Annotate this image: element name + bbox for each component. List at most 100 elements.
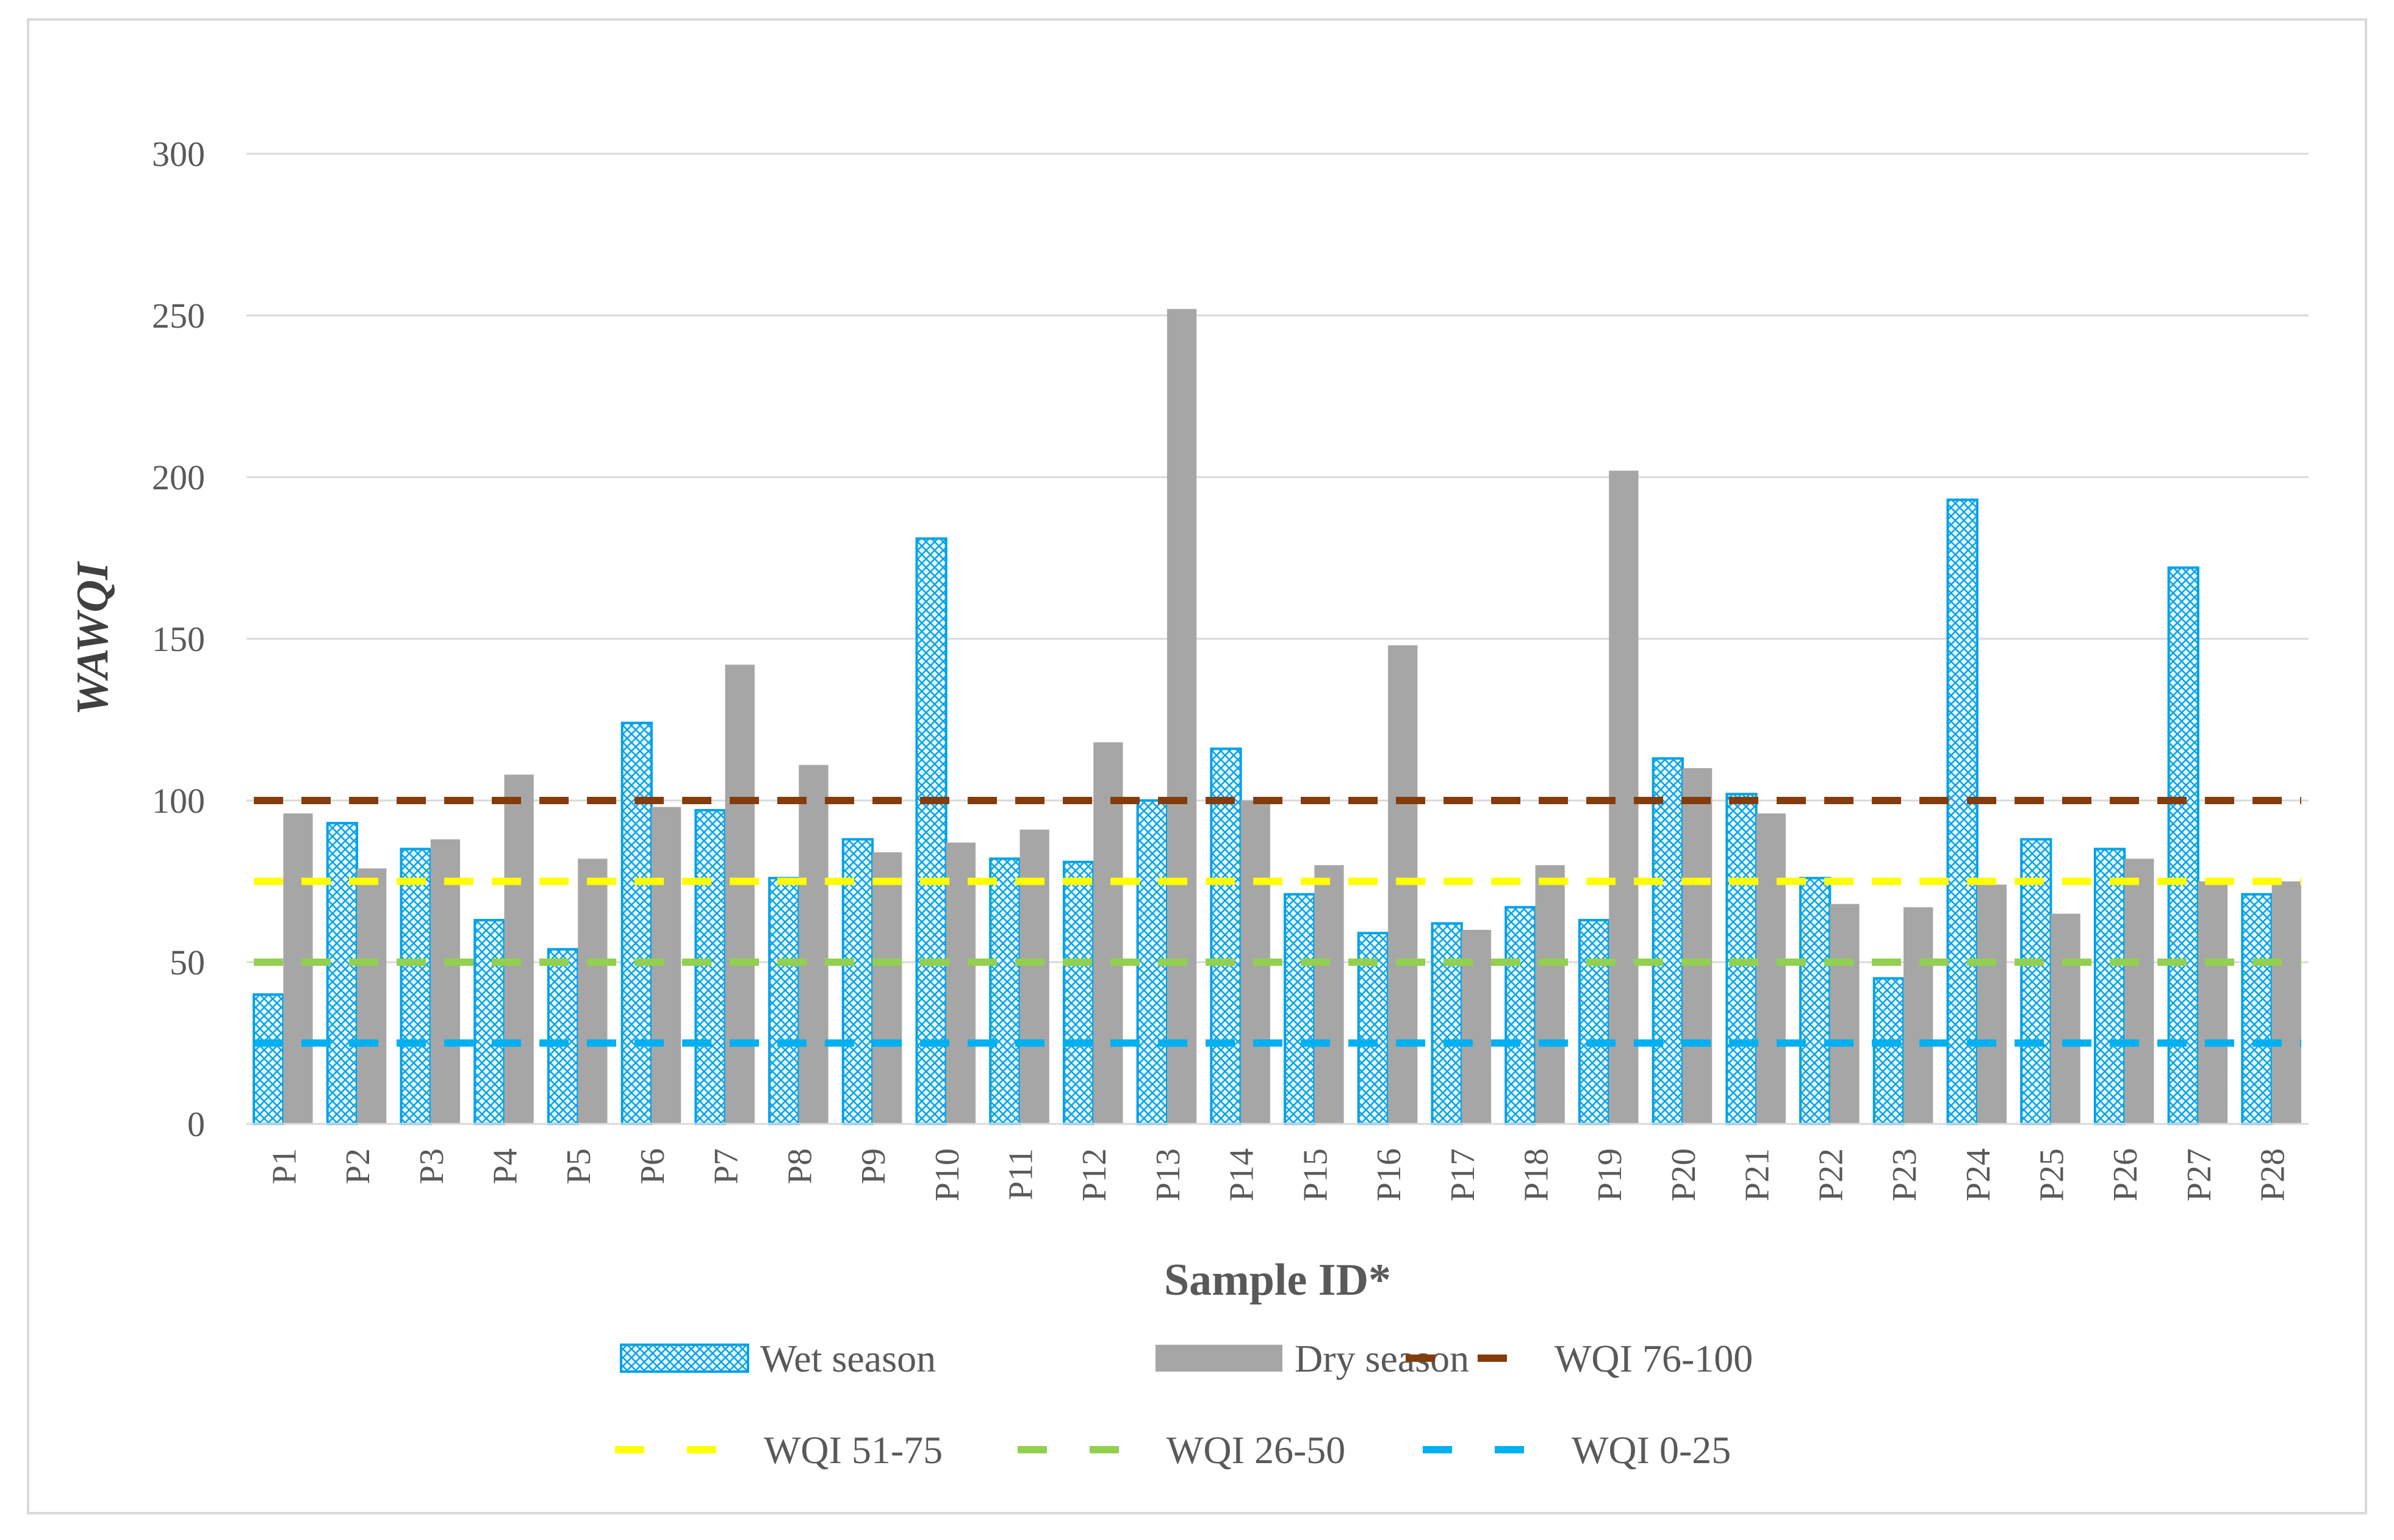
bar-dry-season [430, 839, 461, 1124]
y-tick-label: 200 [152, 458, 205, 497]
x-tick-label: P10 [929, 1148, 966, 1201]
x-tick-label: P24 [1960, 1148, 1997, 1201]
chart: 0 50 100 150 200 250 300 P1 P2 P3 P4 P5 P6 P7 P8 P9 P10… [68, 134, 2309, 1472]
bar-wet-season [1799, 877, 1831, 1125]
bar-dry-season [1314, 865, 1344, 1124]
x-tick-label: P25 [2033, 1148, 2071, 1201]
gridlines [246, 153, 2309, 963]
bar-wet-season [620, 721, 653, 1126]
bar-dry-season [1535, 865, 1565, 1124]
bar-wet-season [1062, 860, 1095, 1125]
bar-wet-season [2241, 893, 2273, 1125]
x-tick-label: P13 [1149, 1148, 1187, 1201]
bar-wet-season [1946, 498, 1979, 1125]
bar-dry-season [2124, 858, 2154, 1124]
bar-dry-season [1903, 907, 1933, 1124]
bar-wet-season [768, 877, 800, 1125]
legend-label: WQI 0-25 [1572, 1428, 1731, 1472]
bar-dry-season [2271, 881, 2301, 1124]
bars [253, 309, 2301, 1126]
x-tick-label: P2 [339, 1148, 377, 1184]
x-tick-label: P14 [1223, 1148, 1261, 1201]
bar-wet-season [841, 838, 874, 1125]
bar-wet-season [1210, 747, 1242, 1125]
bar-dry-season [799, 765, 829, 1124]
x-tick-label: P8 [781, 1148, 819, 1184]
bar-wet-season [473, 919, 506, 1125]
y-tick-label: 250 [152, 296, 205, 336]
bar-wet-season [326, 822, 359, 1125]
reference-lines [254, 797, 2301, 1047]
y-tick-label: 150 [152, 619, 205, 659]
bar-wet-season [2020, 838, 2052, 1125]
x-tick-label: P4 [487, 1148, 525, 1184]
bar-wet-season [989, 857, 1021, 1126]
bar-wet-season [1652, 757, 1684, 1125]
bar-wet-season [1504, 905, 1537, 1126]
x-tick-label: P11 [1002, 1148, 1040, 1200]
legend-label: Dry season [1295, 1337, 1469, 1380]
y-tick-label: 100 [152, 781, 205, 821]
x-tick-label: P22 [1812, 1148, 1850, 1201]
x-axis-ticks: P1 P2 P3 P4 P5 P6 P7 P8 P9 P10 P11 P12 P13 P14 P15 P16 P… [265, 1148, 2292, 1201]
bar-dry-season [1830, 904, 1860, 1124]
bar-dry-season [1166, 309, 1197, 1124]
x-tick-label: P19 [1591, 1148, 1629, 1201]
bar-dry-season [2198, 881, 2228, 1124]
bar-dry-season [872, 852, 902, 1124]
bar-dry-season [283, 813, 313, 1124]
bar-dry-season [1019, 829, 1049, 1124]
y-tick-label: 0 [187, 1104, 205, 1144]
x-tick-label: P27 [2180, 1148, 2218, 1201]
legend-label: WQI 51-75 [764, 1428, 943, 1472]
x-tick-label: P20 [1665, 1148, 1703, 1201]
legend-swatch-dry-season [1156, 1345, 1282, 1372]
bar-wet-season [547, 948, 580, 1126]
bar-dry-season [1756, 813, 1786, 1124]
bar-wet-season [915, 537, 947, 1125]
bar-wet-season [1284, 893, 1316, 1125]
y-tick-label: 50 [170, 943, 205, 982]
y-axis-ticks: 0 50 100 150 200 250 300 [152, 134, 205, 1144]
bar-dry-season [2051, 913, 2080, 1124]
x-tick-label: P18 [1518, 1148, 1556, 1201]
x-axis-label: Sample ID* [1164, 1255, 1391, 1305]
bar-wet-season [1872, 977, 1905, 1125]
x-tick-label: P12 [1076, 1148, 1113, 1201]
chart-frame: 0 50 100 150 200 250 300 P1 P2 P3 P4 P5 P6 P7 P8 P9 P10… [27, 18, 2367, 1514]
bar-dry-season [725, 664, 755, 1124]
bar-wet-season [253, 993, 285, 1125]
bar-wet-season [1578, 919, 1611, 1125]
bar-dry-season [1977, 884, 2007, 1124]
bar-dry-season [1682, 768, 1713, 1124]
bar-wet-season [1431, 922, 1463, 1126]
bar-dry-season [946, 842, 976, 1124]
x-tick-label: P7 [708, 1148, 746, 1184]
legend-label: WQI 26-50 [1166, 1428, 1345, 1472]
legend-label: WQI 76-100 [1555, 1337, 1753, 1380]
bar-wet-season [2167, 566, 2199, 1125]
x-tick-label: P9 [855, 1148, 893, 1184]
bar-dry-season [357, 868, 387, 1124]
legend: Wet season Dry season WQI 76-100 WQI 51-75 W… [615, 1337, 1753, 1472]
x-tick-label: P23 [1886, 1148, 1924, 1201]
bar-wet-season [2093, 847, 2126, 1125]
legend-swatch-wet-season [620, 1344, 749, 1373]
bar-wet-season [400, 847, 432, 1125]
x-tick-label: P1 [265, 1148, 303, 1184]
x-tick-label: P16 [1370, 1148, 1408, 1201]
bar-dry-season [1093, 742, 1123, 1124]
x-tick-label: P17 [1444, 1148, 1482, 1201]
x-tick-label: P28 [2254, 1148, 2292, 1201]
legend-label: Wet season [760, 1337, 936, 1380]
bar-wet-season [694, 808, 727, 1125]
y-tick-label: 300 [152, 134, 205, 174]
bar-dry-season [578, 858, 608, 1124]
x-tick-label: P21 [1739, 1148, 1777, 1201]
x-tick-label: P3 [413, 1148, 451, 1184]
bar-dry-season [504, 774, 534, 1124]
x-tick-label: P15 [1296, 1148, 1334, 1201]
y-axis-label: WAWQI [68, 561, 118, 715]
x-tick-label: P6 [634, 1148, 672, 1184]
x-tick-label: P26 [2107, 1148, 2144, 1201]
